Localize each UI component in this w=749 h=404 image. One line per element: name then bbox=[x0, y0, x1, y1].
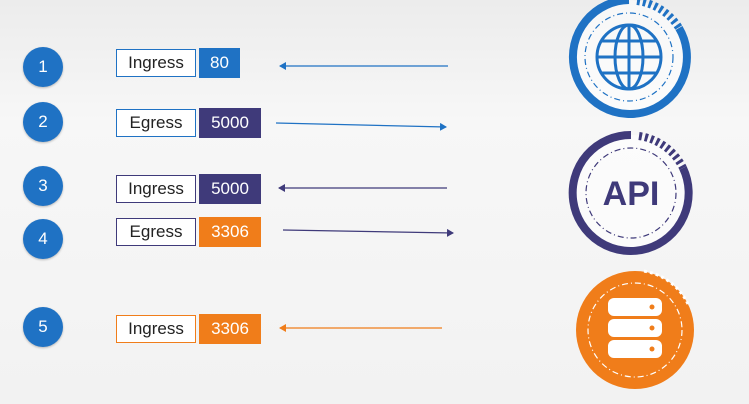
port-label-1: 80 bbox=[199, 48, 240, 78]
arrow-4-egress bbox=[282, 228, 454, 237]
port-label-4: 3306 bbox=[199, 217, 261, 247]
direction-label-5: Ingress bbox=[116, 315, 196, 343]
step-badge-5: 5 bbox=[23, 307, 63, 347]
step-badge-4: 4 bbox=[23, 219, 63, 259]
arrow-2-egress bbox=[275, 122, 447, 131]
port-label-2: 5000 bbox=[199, 108, 261, 138]
port-label-3: 5000 bbox=[199, 174, 261, 204]
port-label-5: 3306 bbox=[199, 314, 261, 344]
database-icon bbox=[608, 298, 662, 358]
step-badge-3: 3 bbox=[23, 166, 63, 206]
step-badge-2: 2 bbox=[23, 102, 63, 142]
globe-icon bbox=[595, 23, 663, 91]
direction-label-1: Ingress bbox=[116, 49, 196, 77]
api-label: API bbox=[603, 175, 660, 213]
api-server-node: API bbox=[568, 130, 693, 255]
direction-label-4: Egress bbox=[116, 218, 196, 246]
step-badge-1: 1 bbox=[23, 47, 63, 87]
direction-label-3: Ingress bbox=[116, 175, 196, 203]
web-server-node bbox=[568, 0, 691, 118]
database-node bbox=[576, 269, 694, 389]
direction-label-2: Egress bbox=[116, 109, 196, 137]
